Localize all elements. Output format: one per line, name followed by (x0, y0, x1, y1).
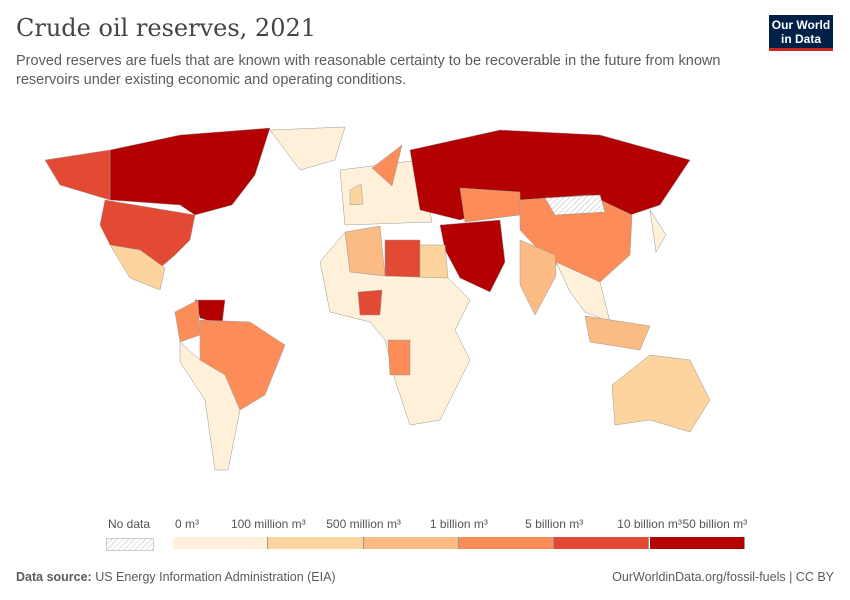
source-text: US Energy Information Administration (EI… (95, 570, 336, 584)
legend-tick-label: 5 billion m³ (525, 517, 584, 531)
country-australia[interactable] (611, 354, 711, 433)
country-algeria[interactable] (344, 225, 386, 277)
legend-tick-label: 100 million m³ (230, 517, 306, 531)
country-southeast-asia[interactable] (555, 261, 611, 323)
legend: No data 0 m³ 100 million m³ 500 million m³… (0, 515, 850, 555)
country-japan[interactable] (649, 209, 667, 253)
country-nigeria[interactable] (357, 289, 383, 316)
source-label: Data source: (16, 570, 92, 584)
country-angola[interactable] (387, 339, 411, 376)
legend-bin-5[interactable] (649, 537, 745, 549)
legend-tick-label: 50 billion m³ (682, 517, 748, 531)
country-libya[interactable] (384, 239, 421, 281)
country-kazakhstan[interactable] (459, 187, 521, 223)
legend-bin-2[interactable] (363, 537, 459, 549)
legend-no-data-swatch (106, 538, 154, 551)
country-indonesia[interactable] (584, 315, 651, 351)
country-egypt[interactable] (419, 244, 449, 281)
legend-bin-4[interactable] (554, 537, 650, 549)
legend-bin-3[interactable] (458, 537, 555, 549)
legend-tick-label: 1 billion m³ (429, 517, 488, 531)
legend-no-data-label: No data (107, 517, 151, 531)
data-source: Data source: US Energy Information Admin… (16, 570, 336, 584)
page-title: Crude oil reserves, 2021 (16, 14, 316, 42)
country-alaska[interactable] (44, 149, 111, 201)
country-greenland[interactable] (269, 126, 346, 171)
country-south-america-rest[interactable] (179, 341, 241, 471)
footer-url[interactable]: OurWorldinData.org/fossil-fuels | CC BY (612, 570, 834, 584)
country-mexico[interactable] (109, 244, 166, 291)
world-map (44, 126, 711, 471)
country-mongolia[interactable] (544, 194, 606, 216)
subtitle: Proved reserves are fuels that are known… (16, 53, 721, 88)
country-africa-rest[interactable] (319, 231, 471, 426)
legend-tick-label: 0 m³ (175, 517, 199, 531)
country-colombia[interactable] (174, 299, 201, 343)
legend-tick-label: 10 billion m³ (617, 517, 682, 531)
legend-bin-1[interactable] (268, 537, 364, 549)
country-uk[interactable] (349, 183, 364, 206)
country-norway[interactable] (371, 144, 403, 187)
country-india[interactable] (519, 239, 557, 316)
legend-bin-0[interactable] (173, 537, 269, 549)
legend-tick-label: 500 million m³ (326, 517, 401, 531)
owid-logo[interactable]: Our World in Data (769, 15, 833, 51)
country-canada[interactable] (109, 127, 271, 216)
